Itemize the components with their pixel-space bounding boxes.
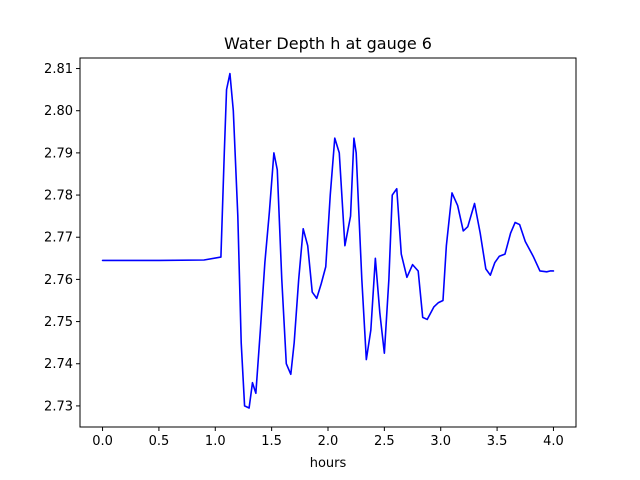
y-tick-label: 2.78	[44, 189, 73, 204]
x-tick-label: 1.0	[205, 434, 226, 449]
x-tick-label: 3.0	[430, 434, 451, 449]
x-tick-label: 2.5	[374, 434, 395, 449]
x-axis: 0.0 0.5 1.0 1.5 2.0 2.5 3.0 3.5 4.0	[92, 427, 564, 449]
x-tick-label: 2.0	[318, 434, 339, 449]
x-tick-label: 1.5	[261, 434, 282, 449]
x-tick-label: 3.5	[487, 434, 508, 449]
chart-title: Water Depth h at gauge 6	[224, 34, 432, 53]
y-axis: 2.73 2.74 2.75 2.76 2.77 2.78 2.79 2.80 2.81	[44, 62, 80, 414]
y-tick-label: 2.73	[44, 399, 73, 414]
x-tick-label: 0.5	[149, 434, 170, 449]
y-tick-label: 2.74	[44, 357, 73, 372]
y-tick-label: 2.81	[44, 62, 73, 77]
x-tick-label: 0.0	[92, 434, 113, 449]
x-axis-label: hours	[310, 456, 347, 471]
x-tick-label: 4.0	[543, 434, 564, 449]
y-tick-label: 2.76	[44, 273, 73, 288]
y-tick-label: 2.80	[44, 104, 73, 119]
series-line-0	[101, 72, 555, 409]
y-tick-label: 2.75	[44, 315, 73, 330]
y-tick-label: 2.79	[44, 146, 73, 161]
y-tick-label: 2.77	[44, 231, 73, 246]
